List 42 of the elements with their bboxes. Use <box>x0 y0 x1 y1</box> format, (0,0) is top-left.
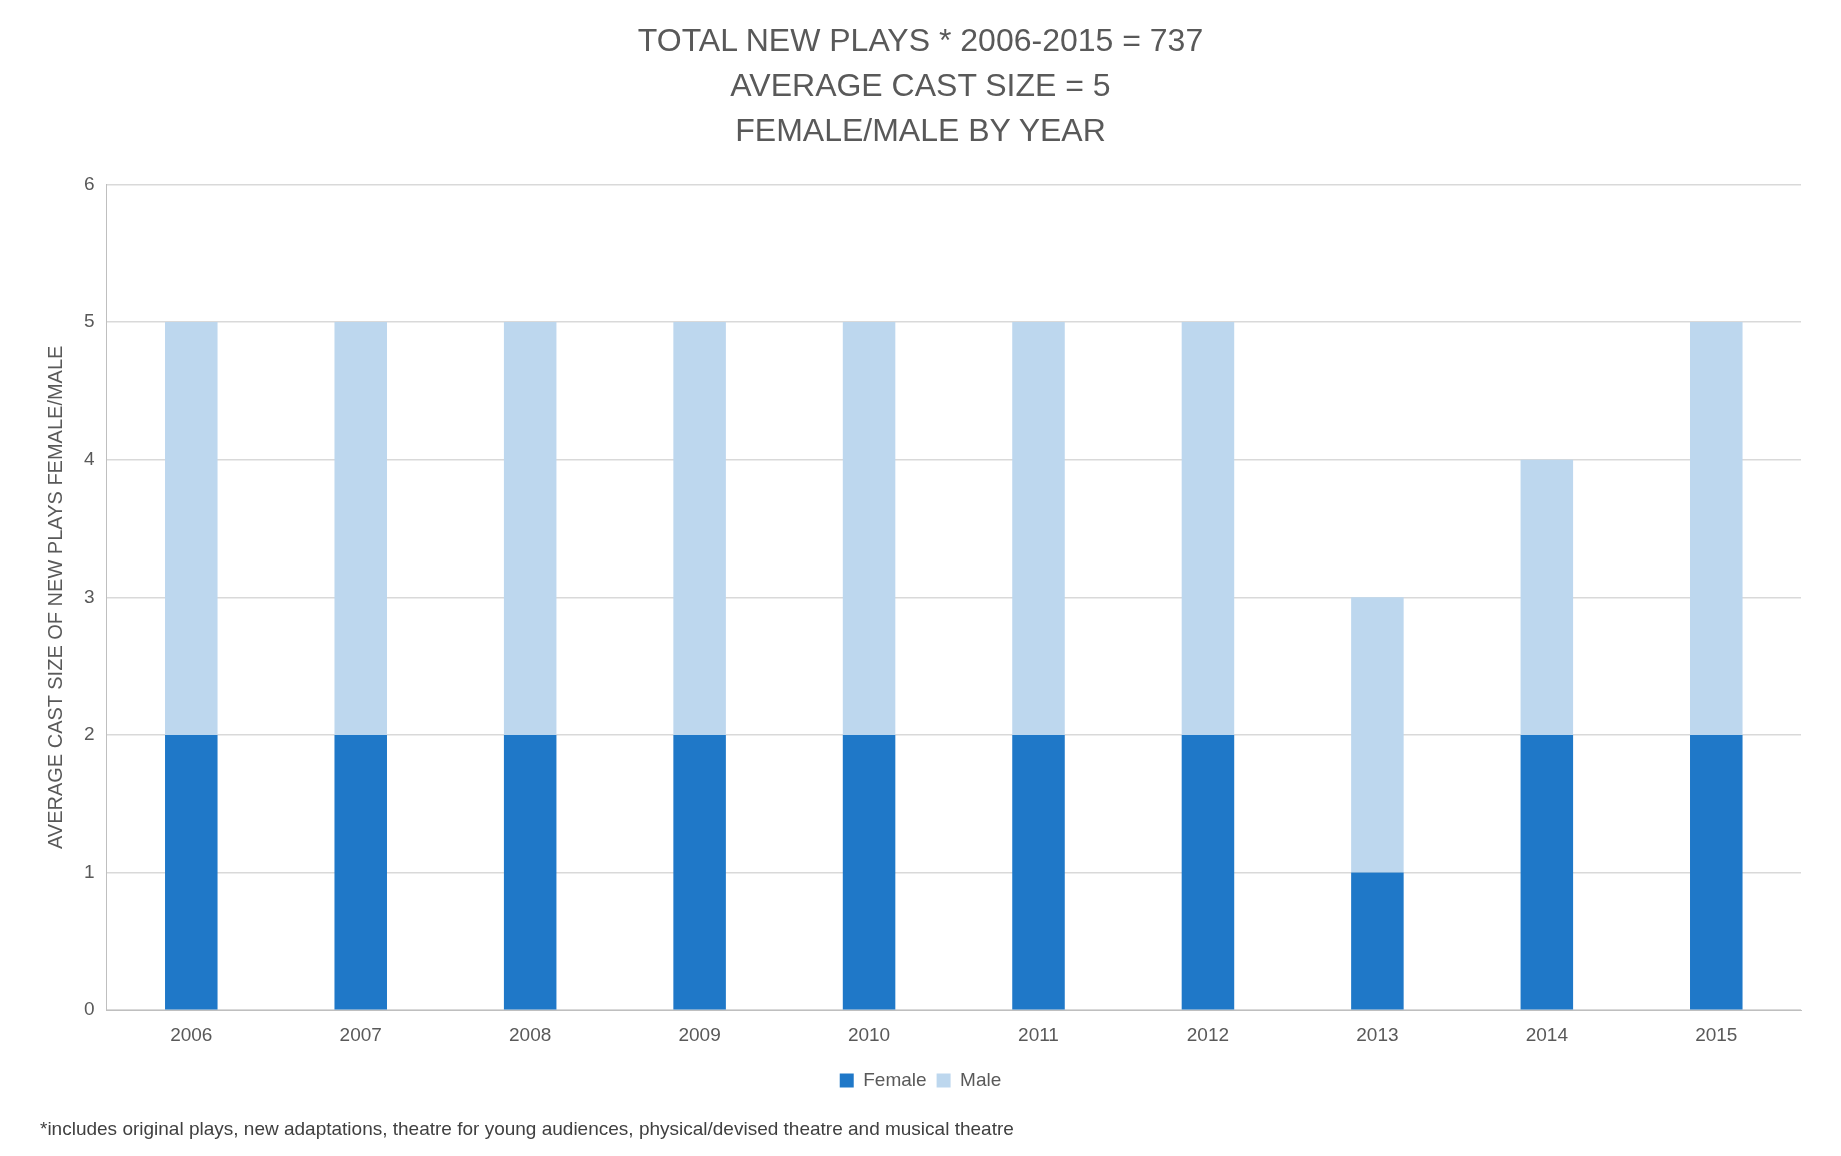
y-tick-label: 2 <box>83 723 95 745</box>
bar <box>842 322 896 735</box>
x-tick-label: 2014 <box>1525 1023 1569 1045</box>
bar <box>503 734 557 1010</box>
x-tick-label: 2009 <box>678 1023 721 1045</box>
x-tick-label: 2011 <box>1018 1023 1059 1045</box>
x-tick-label: 2008 <box>509 1023 552 1045</box>
y-tick-label: 4 <box>83 447 95 469</box>
bar <box>165 734 218 1010</box>
y-tick-label: 3 <box>83 585 95 607</box>
bar <box>1012 322 1065 735</box>
y-tick-label: 0 <box>83 998 95 1020</box>
y-tick-label: 5 <box>83 310 95 332</box>
legend-label: Male <box>960 1068 1002 1090</box>
legend-label: Female <box>863 1068 927 1090</box>
x-tick-label: 2015 <box>1695 1023 1738 1045</box>
x-tick-label: 2013 <box>1356 1023 1399 1045</box>
bar <box>1351 597 1404 873</box>
x-tick-label: 2006 <box>170 1023 213 1045</box>
bar <box>1690 322 1743 735</box>
y-axis-title: AVERAGE CAST SIZE OF NEW PLAYS FEMALE/MALE <box>43 345 66 850</box>
y-tick-label: 1 <box>83 860 95 882</box>
bar <box>334 322 387 735</box>
bar <box>1351 872 1404 1010</box>
bar <box>503 322 557 735</box>
bar <box>842 734 896 1010</box>
x-tick-label: 2010 <box>847 1023 891 1045</box>
bar <box>1181 734 1235 1010</box>
text: *includes original plays, new adaptations, theatre for young audiences, physical/devised theatre and musical theatre <box>40 1118 1014 1140</box>
bar <box>165 322 218 735</box>
bar <box>1012 734 1065 1010</box>
bar <box>1181 322 1235 735</box>
bar <box>334 734 387 1010</box>
chart-title: TOTAL NEW PLAYS * 2006-2015 = 737 AVERAGE CAST SIZE = 5 FEMALE/MALE BY YEAR <box>637 22 1204 148</box>
x-tick-label: 2007 <box>339 1023 382 1045</box>
bar <box>1690 734 1743 1010</box>
y-tick-label: 6 <box>83 172 95 194</box>
x-tick-label: 2012 <box>1186 1023 1230 1045</box>
bar <box>1520 734 1574 1010</box>
bar <box>673 734 726 1010</box>
bar <box>673 322 726 735</box>
bar <box>1520 459 1574 735</box>
